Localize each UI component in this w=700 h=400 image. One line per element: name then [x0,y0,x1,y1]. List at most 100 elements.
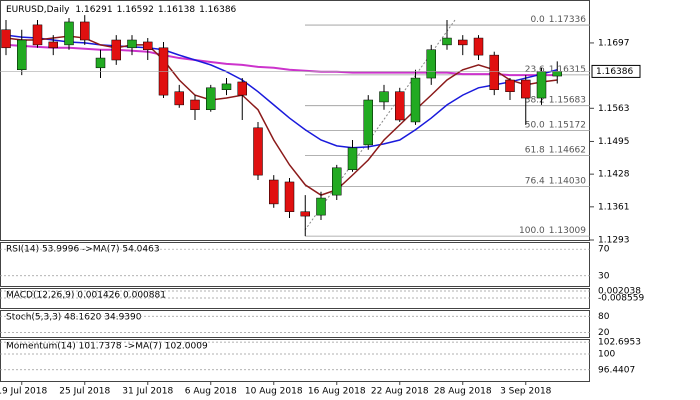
candle-body [48,41,58,49]
candle-body [347,147,358,171]
candle-body [174,91,184,106]
candle-body [536,71,547,99]
candle-body [143,41,153,51]
fib-label: 38.2 1.15683 [525,95,586,105]
fib-price: 1.17336 [549,15,586,25]
indicator-tick-label: 100 [598,350,615,360]
candle-body [363,99,373,146]
fib-price: 1.13009 [549,226,586,236]
x-tick-label: 6 Aug 2018 [185,387,237,397]
candle-body [80,21,90,41]
fib-level-name: 0.0 [530,15,545,25]
indicator-tick-label: -0.008559 [598,294,644,304]
current-price-box [591,64,641,78]
fib-trendline [304,19,456,231]
candle-body [300,211,310,217]
x-tick-label: 31 Jul 2018 [122,387,173,397]
fib-level-name: 50.0 [525,120,545,130]
candle-body [64,21,74,46]
indicator-panel [0,242,590,287]
candle-body [17,39,27,71]
x-tick-label: 28 Aug 2018 [434,387,492,397]
indicator-title: Momentum(14) 101.7378 ->MA(7) 102.0009 [6,342,208,352]
fib-level-name: 38.2 [525,95,545,105]
candle-body [127,39,137,49]
candle-body [552,71,562,77]
fib-level-name: 100.0 [519,226,545,236]
candle-body [284,181,295,212]
indicator-tick-label: 70 [598,245,610,255]
x-tick-label: 25 Jul 2018 [59,387,110,397]
y-tick-label: 1.1495 [598,137,630,147]
high: 1.16592 [117,5,154,15]
fib-price: 1.14662 [549,145,586,155]
candle-body [237,81,247,96]
candle-body [316,197,326,216]
candle-body [269,179,279,205]
candle-body [332,167,342,196]
fib-price: 1.16315 [549,64,586,74]
close: 1.16386 [199,5,236,15]
candle-body [1,29,11,49]
candle-body [442,37,452,46]
indicator-title: Stoch(5,3,3) 48.1620 34.9390 [6,313,142,323]
x-tick-label: 3 Sep 2018 [500,387,552,397]
candle-body [379,91,389,103]
indicator-tick-label: 0.002038 [598,287,641,297]
y-tick-label: 1.1563 [598,104,630,114]
chart-title: EURUSD,Daily 1.16291 1.16592 1.16138 1.16386 [6,5,237,15]
candle-body [95,57,106,69]
fib-label: 0.0 1.17336 [530,15,586,25]
indicator-title: MACD(12,26,9) 0.001426 0.000881 [6,291,166,301]
moving-average [5,35,558,196]
indicator-tick-label: 102.6953 [598,338,641,348]
candle-body [489,54,499,91]
fib-level-name: 76.4 [525,176,545,186]
indicator-tick-label: 80 [598,312,610,322]
indicator-title: RSI(14) 53.9996 ->MA(7) 54.0463 [6,245,160,255]
indicator-panel [0,288,590,309]
candle-body [410,77,421,123]
fib-level-name: 23.6 [525,64,545,74]
y-tick-label: 1.1293 [598,236,630,246]
fib-label: 50.0 1.15172 [525,120,586,130]
candle-body [395,91,405,121]
x-tick-label: 19 Jul 2018 [0,387,47,397]
indicator-tick-label: 96.4407 [598,365,635,375]
indicator-tick-label: 30 [598,271,610,281]
main-panel [0,0,590,241]
candle-body [221,83,232,91]
candle-body [32,24,43,46]
y-tick-label: 1.1361 [598,202,630,212]
candle-body [426,49,436,79]
fib-label: 100.0 1.13009 [519,226,586,236]
fib-label: 23.6 1.16315 [525,64,586,74]
low: 1.16138 [158,5,195,15]
y-tick-label: 1.1428 [598,170,630,180]
fib-level-name: 61.8 [525,145,545,155]
candle-body [190,99,200,111]
fib-label: 61.8 1.14662 [525,145,586,155]
x-tick-label: 10 Aug 2018 [245,387,303,397]
candle-body [206,87,216,111]
candle-body [521,79,531,99]
y-tick-label: 1.1697 [598,38,630,48]
x-tick-label: 22 Aug 2018 [371,387,429,397]
candle-body [458,39,468,46]
candle-body [253,127,263,176]
indicator-panel [0,339,590,382]
candle-body [505,79,515,92]
x-tick-label: 16 Aug 2018 [308,387,366,397]
current-price: 1.16386 [596,67,633,77]
indicator-panel [0,310,590,338]
candle-body [473,37,484,56]
moving-average [5,43,558,77]
fib-price: 1.15683 [549,95,586,105]
fib-price: 1.15172 [549,120,586,130]
indicator-tick-label: 20 [598,328,610,338]
symbol: EURUSD,Daily [6,5,70,15]
candle-body [111,39,121,61]
fib-label: 76.4 1.14030 [525,176,587,186]
open: 1.16291 [75,5,112,15]
